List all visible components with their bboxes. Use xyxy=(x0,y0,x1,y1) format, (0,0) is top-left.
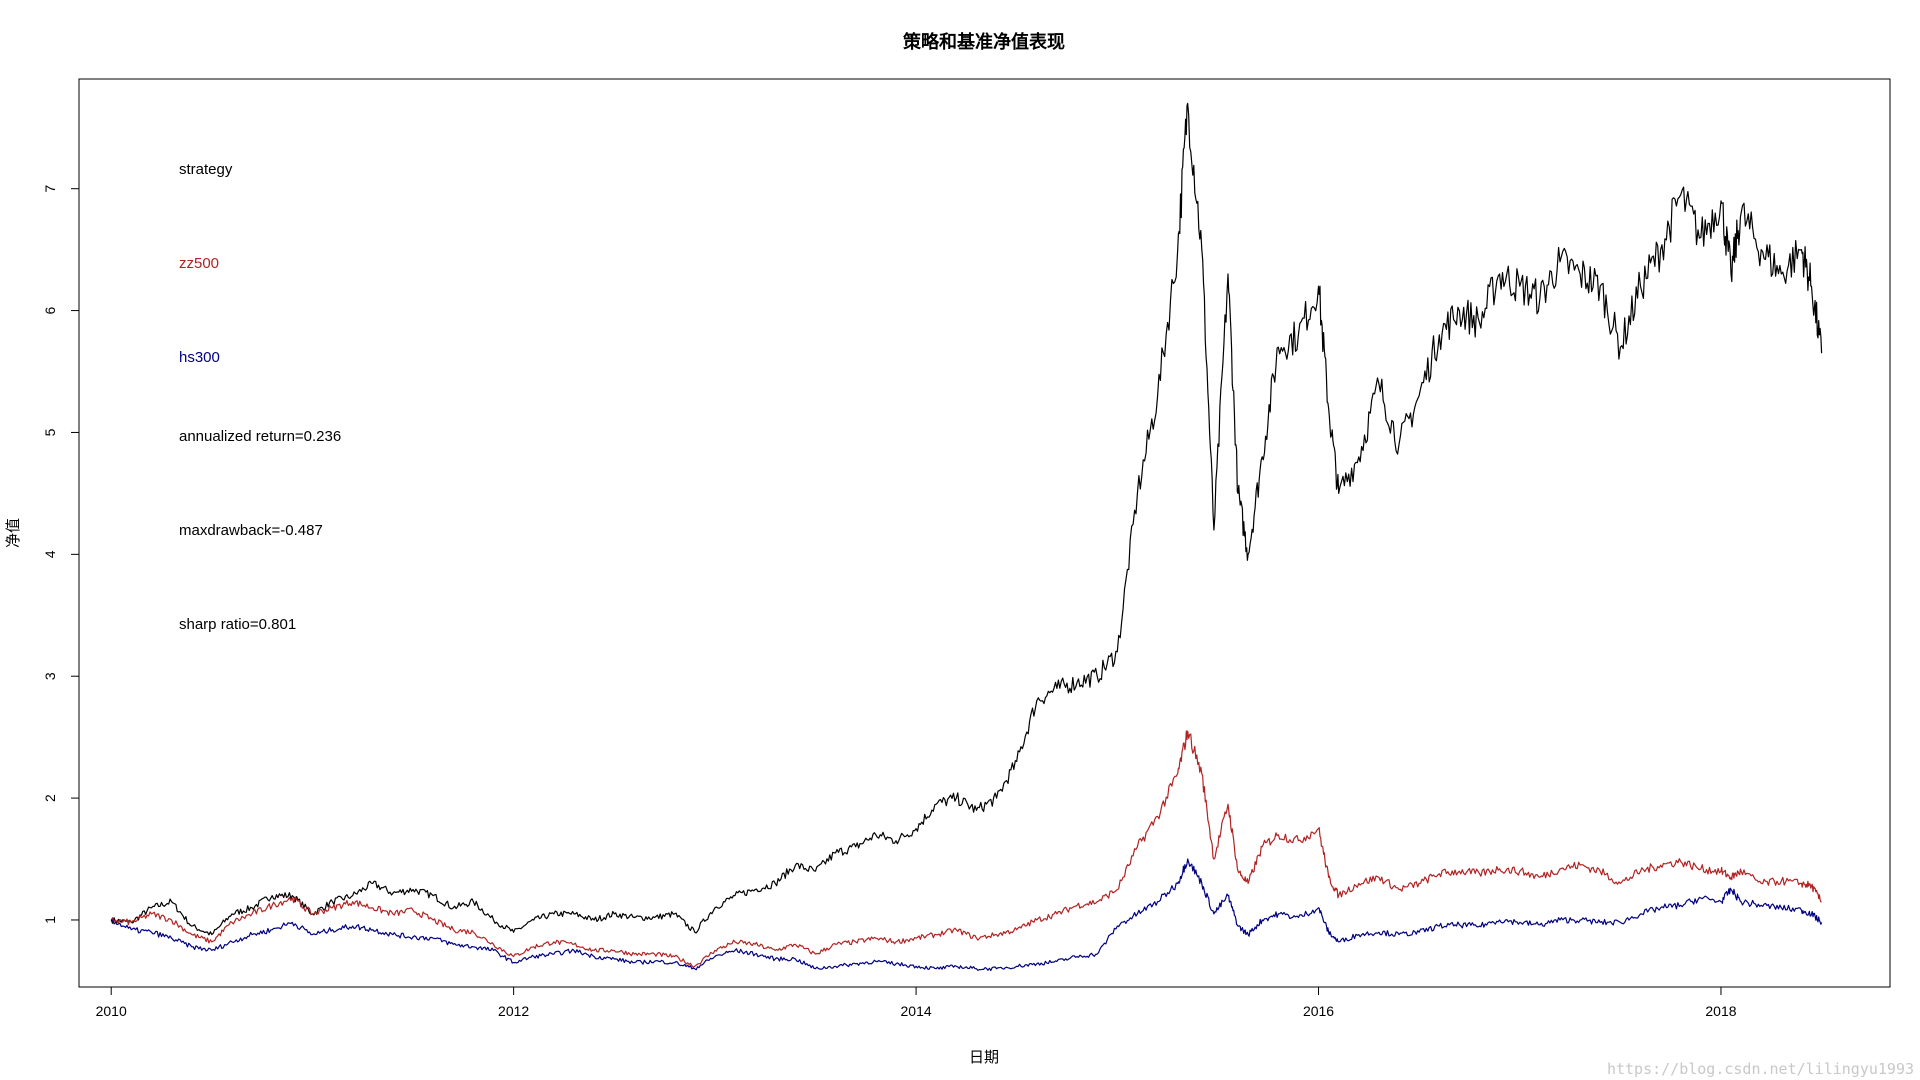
series-layer xyxy=(110,102,1823,972)
x-tick-label: 2018 xyxy=(1705,1003,1736,1019)
y-tick-label: 3 xyxy=(42,672,58,680)
x-axis-label: 日期 xyxy=(969,1048,999,1066)
annotation-hs300: hs300 xyxy=(179,349,220,366)
annotation-strategy: strategy xyxy=(179,161,233,178)
y-tick-label: 6 xyxy=(42,306,58,314)
annotation-layer: strategy zz500 hs300 annualized return=0.23… xyxy=(179,161,341,633)
annotation-annualized: annualized return=0.236 xyxy=(179,428,341,445)
watermark: https://blog.csdn.net/lilingyu1993 xyxy=(1606,1060,1914,1078)
x-tick-label: 2014 xyxy=(901,1003,932,1019)
y-axis-label: 净值 xyxy=(4,518,22,548)
y-tick-label: 2 xyxy=(42,794,58,802)
chart-title: 策略和基准净值表现 xyxy=(903,31,1065,53)
x-tick-label: 2012 xyxy=(498,1003,529,1019)
y-tick-label: 4 xyxy=(42,550,58,558)
y-axis: 1 2 3 4 5 6 7 xyxy=(42,185,79,924)
annotation-zz500: zz500 xyxy=(179,255,219,272)
annotation-maxdrawback: maxdrawback=-0.487 xyxy=(179,522,323,539)
series-line-hs300 xyxy=(111,858,1823,972)
y-tick-label: 1 xyxy=(42,916,58,924)
x-tick-label: 2016 xyxy=(1303,1003,1334,1019)
plot-frame xyxy=(78,78,1891,988)
x-axis: 2010 2012 2014 2016 2018 xyxy=(96,987,1737,1019)
y-tick-label: 7 xyxy=(42,185,58,193)
annotation-sharp: sharp ratio=0.801 xyxy=(179,616,296,633)
series-line-strategy xyxy=(110,102,1823,936)
x-tick-label: 2010 xyxy=(96,1003,127,1019)
y-tick-label: 5 xyxy=(42,428,58,436)
series-line-zz500 xyxy=(110,730,1822,968)
